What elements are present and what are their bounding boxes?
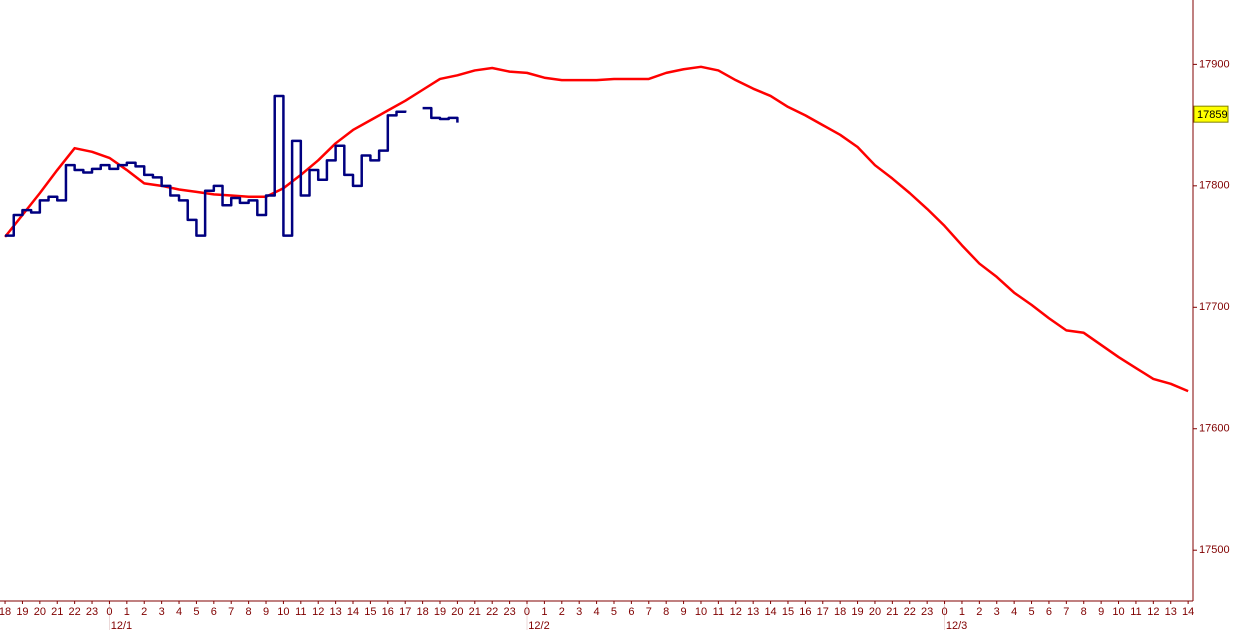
x-tick-label: 7: [646, 606, 652, 618]
x-tick-label: 16: [382, 606, 394, 618]
x-tick-label: 8: [246, 606, 252, 618]
x-tick-label: 2: [976, 606, 982, 618]
x-tick-label: 2: [141, 606, 147, 618]
series-line: [5, 94, 459, 237]
x-tick-label: 1: [124, 606, 130, 618]
x-tick-label: 13: [1165, 606, 1177, 618]
x-tick-label: 0: [106, 606, 112, 618]
x-tick-label: 3: [576, 606, 582, 618]
x-tick-label: 18: [0, 606, 11, 618]
y-tick-label: 17600: [1199, 423, 1230, 435]
x-tick-label: 4: [594, 606, 600, 618]
x-tick-label: 5: [1028, 606, 1034, 618]
date-label: 12/2: [528, 620, 549, 632]
x-tick-label: 4: [1011, 606, 1017, 618]
x-tick-label: 12: [730, 606, 742, 618]
x-tick-label: 6: [211, 606, 217, 618]
x-tick-label: 23: [86, 606, 98, 618]
x-tick-label: 0: [941, 606, 947, 618]
x-tick-label: 17: [817, 606, 829, 618]
y-tick-label: 17900: [1199, 58, 1230, 70]
y-tick-label: 17500: [1199, 544, 1230, 556]
x-tick-label: 14: [1182, 606, 1194, 618]
x-tick-label: 3: [159, 606, 165, 618]
x-tick-label: 7: [228, 606, 234, 618]
x-tick-label: 6: [628, 606, 634, 618]
last-price-label: 17859: [1197, 109, 1228, 121]
x-tick-label: 22: [904, 606, 916, 618]
x-tick-label: 18: [834, 606, 846, 618]
x-tick-label: 2: [559, 606, 565, 618]
x-tick-label: 10: [277, 606, 289, 618]
x-tick-label: 8: [1081, 606, 1087, 618]
x-tick-label: 21: [886, 606, 898, 618]
x-tick-label: 1: [541, 606, 547, 618]
x-tick-label: 19: [16, 606, 28, 618]
x-tick-label: 3: [994, 606, 1000, 618]
x-tick-label: 12: [312, 606, 324, 618]
x-tick-label: 4: [176, 606, 182, 618]
x-tick-label: 9: [1098, 606, 1104, 618]
x-tick-label: 6: [1046, 606, 1052, 618]
x-tick-label: 22: [69, 606, 81, 618]
x-tick-label: 9: [681, 606, 687, 618]
x-tick-label: 1: [959, 606, 965, 618]
x-tick-label: 15: [364, 606, 376, 618]
x-tick-label: 21: [469, 606, 481, 618]
x-tick-label: 11: [713, 606, 724, 618]
y-tick-label: 17700: [1199, 301, 1230, 313]
x-tick-label: 16: [799, 606, 811, 618]
y-tick-label: 17800: [1199, 180, 1230, 192]
x-tick-label: 19: [434, 606, 446, 618]
x-tick-label: 5: [193, 606, 199, 618]
x-tick-label: 11: [1130, 606, 1141, 618]
date-label: 12/1: [111, 620, 132, 632]
x-tick-label: 13: [329, 606, 341, 618]
x-tick-label: 7: [1063, 606, 1069, 618]
x-tick-label: 10: [1112, 606, 1124, 618]
x-tick-label: 20: [451, 606, 463, 618]
x-tick-label: 14: [347, 606, 359, 618]
x-tick-label: 22: [486, 606, 498, 618]
x-tick-label: 13: [747, 606, 759, 618]
x-tick-label: 15: [782, 606, 794, 618]
x-tick-label: 17: [399, 606, 411, 618]
series-line: [4, 65, 1189, 393]
x-tick-label: 10: [695, 606, 707, 618]
x-tick-label: 8: [663, 606, 669, 618]
x-tick-label: 0: [524, 606, 530, 618]
date-label: 12/3: [946, 620, 967, 632]
x-tick-label: 11: [295, 606, 306, 618]
last-price-box: [1193, 105, 1229, 123]
x-tick-label: 5: [611, 606, 617, 618]
x-tick-label: 18: [416, 606, 428, 618]
x-tick-label: 21: [51, 606, 63, 618]
x-tick-label: 9: [263, 606, 269, 618]
x-tick-label: 20: [34, 606, 46, 618]
x-tick-label: 23: [921, 606, 933, 618]
x-tick-label: 12: [1147, 606, 1159, 618]
x-tick-label: 19: [851, 606, 863, 618]
x-tick-label: 14: [764, 606, 776, 618]
x-tick-label: 20: [869, 606, 881, 618]
x-tick-label: 23: [503, 606, 515, 618]
